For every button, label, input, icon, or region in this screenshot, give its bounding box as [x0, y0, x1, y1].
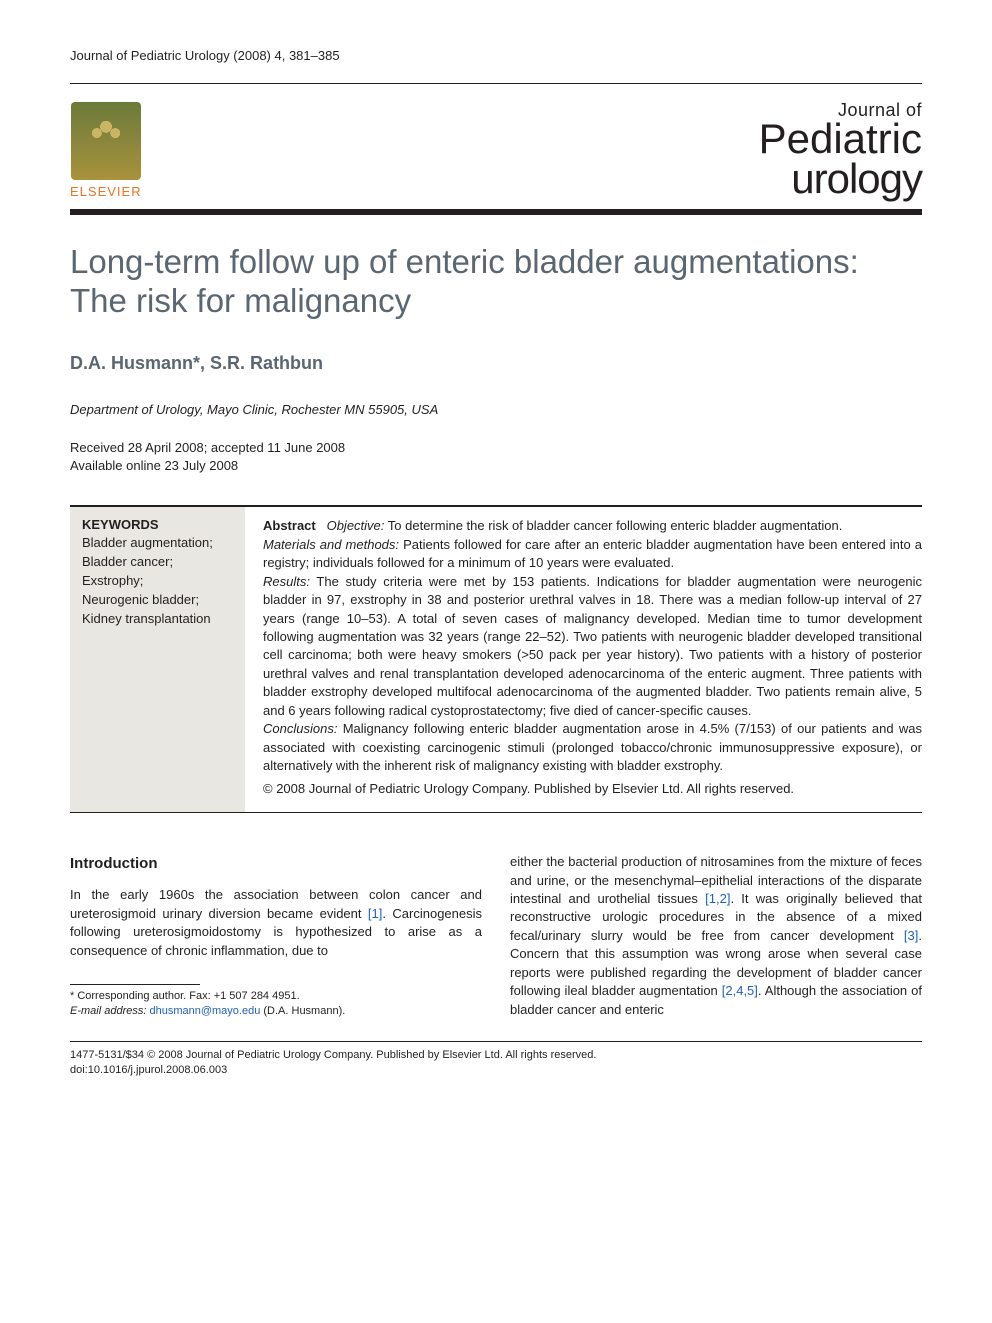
- keyword-item: Neurogenic bladder;: [82, 591, 233, 610]
- ref-link-1[interactable]: [1]: [368, 906, 382, 921]
- header-rule-thick: [70, 209, 922, 215]
- corresponding-author: * Corresponding author. Fax: +1 507 284 …: [70, 989, 482, 1004]
- footnote-block: * Corresponding author. Fax: +1 507 284 …: [70, 989, 482, 1019]
- article-title: Long-term follow up of enteric bladder a…: [70, 243, 922, 321]
- available-date: Available online 23 July 2008: [70, 457, 922, 475]
- abstract-copyright: © 2008 Journal of Pediatric Urology Comp…: [263, 780, 922, 798]
- journal-logo-pediatric: Pediatric: [759, 119, 922, 159]
- affiliation: Department of Urology, Mayo Clinic, Roch…: [70, 402, 922, 417]
- elsevier-label: ELSEVIER: [70, 184, 142, 199]
- email-suffix: (D.A. Husmann).: [260, 1005, 345, 1017]
- ref-link-245[interactable]: [2,4,5]: [722, 983, 758, 998]
- received-date: Received 28 April 2008; accepted 11 June…: [70, 439, 922, 457]
- footer-rule: [70, 1041, 922, 1042]
- intro-paragraph-left: In the early 1960s the association betwe…: [70, 886, 482, 960]
- body-column-left: Introduction In the early 1960s the asso…: [70, 853, 482, 1019]
- logo-row: ELSEVIER Journal of Pediatric urology: [70, 102, 922, 199]
- abstract-objective: To determine the risk of bladder cancer …: [384, 518, 842, 533]
- introduction-heading: Introduction: [70, 853, 482, 874]
- keywords-heading: KEYWORDS: [82, 517, 233, 532]
- keyword-item: Exstrophy;: [82, 572, 233, 591]
- elsevier-tree-icon: [71, 102, 141, 180]
- abstract-results: The study criteria were met by 153 patie…: [263, 574, 922, 718]
- abstract-conclusions-head: Conclusions:: [263, 721, 337, 736]
- article-dates: Received 28 April 2008; accepted 11 June…: [70, 439, 922, 475]
- author-link-1[interactable]: D.A. Husmann: [70, 353, 193, 373]
- author-link-2[interactable]: S.R. Rathbun: [210, 353, 323, 373]
- abstract-methods-head: Materials and methods:: [263, 537, 399, 552]
- keywords-column: KEYWORDS Bladder augmentation; Bladder c…: [70, 507, 245, 812]
- footnote-rule: [70, 984, 200, 985]
- journal-logo: Journal of Pediatric urology: [759, 102, 922, 199]
- email-label: E-mail address:: [70, 1005, 146, 1017]
- email-link[interactable]: dhusmann@mayo.edu: [149, 1005, 260, 1017]
- abstract-label: Abstract: [263, 518, 316, 533]
- keyword-item: Bladder cancer;: [82, 553, 233, 572]
- journal-reference: Journal of Pediatric Urology (2008) 4, 3…: [70, 48, 922, 63]
- abstract-objective-head: Objective:: [327, 518, 385, 533]
- intro-paragraph-right: either the bacterial production of nitro…: [510, 853, 922, 1019]
- footer-doi: doi:10.1016/j.jpurol.2008.06.003: [70, 1063, 922, 1078]
- abstract-conclusions: Malignancy following enteric bladder aug…: [263, 721, 922, 773]
- ref-link-12[interactable]: [1,2]: [705, 891, 730, 906]
- email-line: E-mail address: dhusmann@mayo.edu (D.A. …: [70, 1004, 482, 1019]
- keyword-item: Bladder augmentation;: [82, 534, 233, 553]
- author-marker: *: [193, 353, 200, 373]
- abstract-results-head: Results:: [263, 574, 310, 589]
- body-column-right: either the bacterial production of nitro…: [510, 853, 922, 1019]
- header-rule-thin: [70, 83, 922, 84]
- abstract-column: Abstract Objective: To determine the ris…: [245, 507, 922, 812]
- journal-logo-urology: urology: [759, 159, 922, 199]
- footer-info: 1477-5131/$34 © 2008 Journal of Pediatri…: [70, 1048, 922, 1078]
- keyword-item: Kidney transplantation: [82, 610, 233, 629]
- ref-link-3[interactable]: [3]: [904, 928, 918, 943]
- elsevier-logo[interactable]: ELSEVIER: [70, 102, 142, 199]
- authors-line: D.A. Husmann*, S.R. Rathbun: [70, 353, 922, 374]
- keywords-abstract-block: KEYWORDS Bladder augmentation; Bladder c…: [70, 505, 922, 813]
- body-text: Introduction In the early 1960s the asso…: [70, 853, 922, 1019]
- footer-copyright: 1477-5131/$34 © 2008 Journal of Pediatri…: [70, 1048, 922, 1063]
